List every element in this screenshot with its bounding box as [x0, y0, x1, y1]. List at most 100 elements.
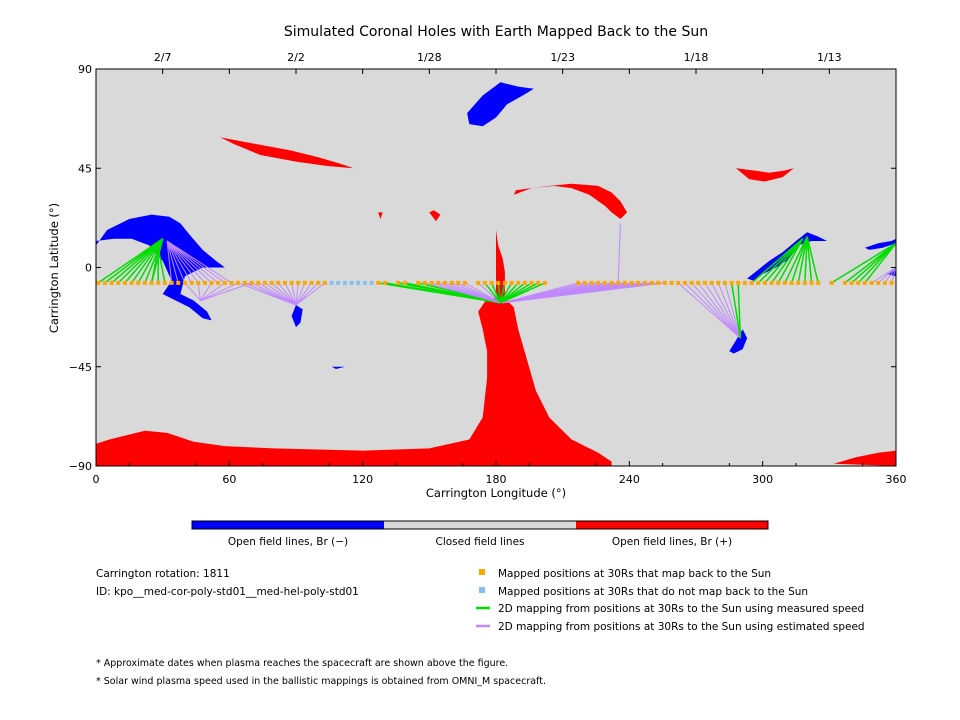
- mapping-line-measured: [130, 238, 164, 284]
- mapped-point: [802, 280, 807, 285]
- mapped-point: [176, 280, 181, 285]
- mapping-line-estimated: [704, 282, 741, 339]
- mapped-point: [182, 280, 187, 285]
- mapping-line-measured: [857, 242, 897, 284]
- mapping-line-estimated: [697, 282, 741, 339]
- mapped-point: [429, 280, 434, 285]
- mapping-line-estimated: [877, 267, 897, 284]
- mapping-line-estimated: [166, 240, 212, 284]
- mapped-point: [889, 280, 894, 285]
- chart-title: Simulated Coronal Holes with Earth Mappe…: [284, 24, 708, 40]
- mapped-point: [756, 280, 761, 285]
- legend-unmapped: Mapped positions at 30Rs that do not map…: [498, 586, 808, 598]
- mapping-line-measured: [117, 238, 164, 284]
- mapped-point: [669, 280, 674, 285]
- mapped-point: [262, 280, 267, 285]
- mapping-line-estimated: [166, 240, 226, 284]
- mapping-line-estimated: [166, 240, 173, 283]
- coronal-hole-positive: [378, 212, 383, 219]
- mapped-point: [249, 280, 254, 285]
- mapping-line-estimated: [711, 282, 741, 339]
- mapped-point: [536, 280, 541, 285]
- mapped-point: [102, 280, 107, 285]
- mapping-line-estimated: [166, 240, 206, 284]
- mapping-line-measured: [500, 282, 546, 304]
- mapped-point: [149, 280, 154, 285]
- mapped-point: [529, 280, 534, 285]
- unmapped-point: [349, 280, 354, 285]
- mapping-line-estimated: [166, 240, 219, 284]
- mapped-point: [189, 280, 194, 285]
- mapped-point: [882, 280, 887, 285]
- mapped-point: [489, 280, 494, 285]
- x-tick-label: 360: [886, 473, 907, 486]
- mapping-line-estimated: [502, 282, 665, 304]
- coronal-hole-negative: [96, 214, 225, 321]
- mapped-point: [689, 280, 694, 285]
- x-tick-label: 0: [93, 473, 100, 486]
- mapping-line-measured: [806, 236, 813, 283]
- mapped-point: [709, 280, 714, 285]
- mapped-point: [716, 280, 721, 285]
- mapping-line-estimated: [166, 240, 186, 284]
- mapped-point: [416, 280, 421, 285]
- mapping-line-estimated: [884, 267, 897, 284]
- coronal-hole-positive: [833, 450, 896, 466]
- mapping-line-measured: [831, 242, 897, 284]
- carrington-rotation: Carrington rotation: 1811: [96, 568, 230, 580]
- mapping-line-estimated: [199, 282, 213, 301]
- mapped-point: [156, 280, 161, 285]
- mapping-line-estimated: [295, 282, 326, 306]
- mapping-line-estimated: [617, 223, 621, 283]
- mapped-point: [316, 280, 321, 285]
- coronal-hole-positive: [736, 168, 794, 182]
- mapped-point: [769, 280, 774, 285]
- colorbar-label-closed: Closed field lines: [435, 536, 524, 548]
- unmapped-point: [356, 280, 361, 285]
- mapped-point: [869, 280, 874, 285]
- mapping-line-estimated: [291, 282, 297, 306]
- note-omni: * Solar wind plasma speed used in the ba…: [96, 676, 546, 687]
- date-tick-label: 1/23: [550, 51, 575, 64]
- y-axis-label: Carrington Latitude (°): [47, 203, 61, 333]
- legend-mapped-marker: [479, 569, 485, 575]
- mapped-point: [382, 280, 387, 285]
- mapped-point: [702, 280, 707, 285]
- mapped-point: [696, 280, 701, 285]
- mapped-point: [749, 280, 754, 285]
- mapped-point: [642, 280, 647, 285]
- mapped-point: [782, 280, 787, 285]
- mapped-point: [209, 280, 214, 285]
- y-tick-label: 0: [85, 262, 92, 275]
- mapping-lines: [97, 223, 897, 339]
- mapped-points: [96, 280, 894, 285]
- mapped-point: [136, 280, 141, 285]
- mapped-point: [742, 280, 747, 285]
- mapping-line-estimated: [724, 282, 741, 339]
- mapping-line-estimated: [200, 282, 252, 302]
- unmapped-point: [342, 280, 347, 285]
- mapped-point: [242, 280, 247, 285]
- plot-area: [95, 68, 897, 467]
- mapped-point: [309, 280, 314, 285]
- mapped-point: [229, 280, 234, 285]
- mapped-point: [849, 280, 854, 285]
- mapping-line-estimated: [295, 282, 299, 306]
- mapped-point: [656, 280, 661, 285]
- mapped-point: [169, 280, 174, 285]
- legend-unmapped-marker: [479, 587, 485, 593]
- mapping-line-estimated: [264, 282, 297, 306]
- mapping-line-measured: [770, 238, 804, 284]
- coronal-hole-positive: [220, 137, 354, 169]
- mapped-point: [302, 280, 307, 285]
- mapped-point: [736, 280, 741, 285]
- mapped-point: [296, 280, 301, 285]
- mapped-point: [402, 280, 407, 285]
- y-tick-label: −90: [69, 460, 92, 473]
- mapping-line-measured: [497, 282, 502, 303]
- mapping-line-estimated: [200, 282, 226, 302]
- mapping-line-measured: [864, 242, 897, 284]
- mapping-line-estimated: [457, 282, 501, 304]
- coronal-hole-positive: [96, 298, 612, 466]
